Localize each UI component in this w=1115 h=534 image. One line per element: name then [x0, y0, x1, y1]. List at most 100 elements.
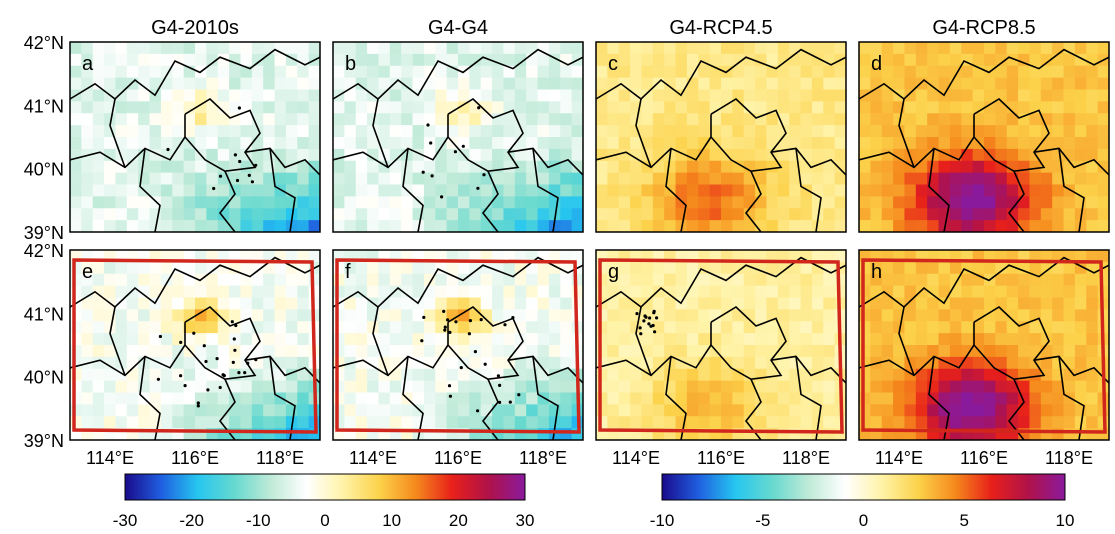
heatmap-cell — [766, 113, 779, 126]
heatmap-cell — [138, 368, 151, 382]
significance-dot — [517, 393, 521, 397]
heatmap-cell — [285, 428, 298, 440]
heatmap-cell — [149, 148, 162, 162]
heatmap-cell — [834, 220, 846, 232]
heatmap-cell — [870, 42, 883, 55]
heatmap-cell — [126, 42, 139, 55]
heatmap-cell — [217, 160, 230, 174]
heatmap-cell — [1097, 160, 1109, 174]
heatmap-cell — [1052, 53, 1065, 67]
heatmap-cells — [70, 42, 320, 232]
heatmap-cell — [596, 148, 608, 162]
heatmap-cell — [355, 53, 368, 67]
heatmap-cell — [755, 172, 768, 186]
heatmap-cell — [1074, 392, 1087, 405]
heatmap-cell — [537, 416, 550, 429]
heatmap-cell — [755, 368, 768, 382]
heatmap-cell — [560, 297, 573, 310]
heatmap-cell — [1006, 285, 1019, 299]
heatmap-cell — [548, 297, 561, 310]
heatmap-cell — [274, 321, 287, 334]
heatmap-cell — [915, 208, 928, 221]
heatmap-cell — [777, 65, 790, 79]
heatmap-cell — [378, 125, 391, 138]
heatmap-cell — [859, 273, 871, 287]
heatmap-cell — [251, 148, 264, 162]
heatmap-cell — [743, 196, 756, 209]
heatmap-cell — [596, 404, 608, 417]
heatmap-cell — [81, 261, 94, 275]
significance-dot — [420, 339, 424, 343]
heatmap-cell — [446, 380, 459, 394]
heatmap-cell — [251, 345, 264, 358]
heatmap-cell — [92, 148, 105, 162]
heatmap-cell — [1063, 172, 1076, 186]
heatmap-cell — [70, 160, 82, 174]
heatmap-cell — [251, 220, 264, 232]
heatmap-cell — [961, 273, 974, 287]
heatmap-cell — [789, 261, 802, 275]
heatmap-cell — [412, 368, 425, 382]
heatmap-cell — [389, 250, 402, 263]
heatmap-cell — [1074, 137, 1087, 150]
heatmap-cell — [607, 42, 620, 55]
heatmap-cell — [458, 208, 470, 221]
heatmap-cell — [777, 309, 790, 322]
heatmap-cell — [104, 196, 117, 209]
heatmap-cell — [893, 261, 906, 275]
heatmap-cell — [344, 184, 357, 197]
heatmap-cell — [115, 285, 128, 299]
heatmap-cell — [995, 160, 1008, 174]
heatmap-cell — [743, 125, 756, 138]
heatmap-cell — [800, 297, 813, 310]
heatmap-cell — [949, 77, 962, 91]
heatmap-cell — [104, 261, 117, 275]
heatmap-cell — [126, 101, 139, 114]
heatmap-cell — [560, 172, 573, 186]
heatmap-cell — [630, 53, 643, 67]
heatmap-cell — [1029, 125, 1042, 138]
heatmap-cell — [630, 113, 643, 126]
heatmap-cell — [915, 65, 928, 79]
heatmap-cell — [263, 404, 276, 417]
heatmap-cell — [1097, 42, 1109, 55]
heatmap-cell — [183, 101, 196, 114]
heatmap-cell — [1052, 65, 1065, 79]
heatmap-cell — [1052, 309, 1065, 322]
heatmap-cell — [1052, 416, 1065, 429]
heatmap-cell — [870, 273, 883, 287]
heatmap-cell — [859, 137, 871, 150]
heatmap-cell — [811, 285, 824, 299]
heatmap-cell — [743, 404, 756, 417]
heatmap-cell — [596, 392, 608, 405]
heatmap-cell — [755, 404, 768, 417]
heatmap-cell — [1029, 333, 1042, 346]
heatmap-cell — [492, 101, 505, 114]
province-border — [109, 98, 126, 168]
heatmap-cell — [240, 53, 253, 67]
heatmap-cell — [195, 309, 207, 322]
column-title: G4-2010s — [151, 17, 239, 39]
heatmap-cell — [800, 428, 813, 440]
heatmap-cell — [446, 404, 459, 417]
heatmap-cell — [1086, 380, 1099, 394]
heatmap-cell — [435, 273, 448, 287]
heatmap-cell — [160, 285, 173, 299]
heatmap-cell — [755, 89, 768, 102]
heatmap-cell — [560, 184, 573, 197]
heatmap-cell — [229, 368, 242, 382]
heatmap-cell — [183, 273, 196, 287]
heatmap-cell — [961, 172, 974, 186]
heatmap-cell — [870, 333, 883, 346]
heatmap-cell — [446, 321, 459, 334]
heatmap-cell — [984, 392, 996, 405]
heatmap-cell — [537, 172, 550, 186]
heatmap-cell — [652, 321, 665, 334]
significance-dot — [477, 106, 481, 110]
heatmap-cell — [630, 65, 643, 79]
heatmap-cell — [435, 53, 448, 67]
heatmap-cell — [138, 333, 151, 346]
heatmap-cell — [492, 172, 505, 186]
province-border — [859, 136, 975, 169]
heatmap-cell — [949, 309, 962, 322]
